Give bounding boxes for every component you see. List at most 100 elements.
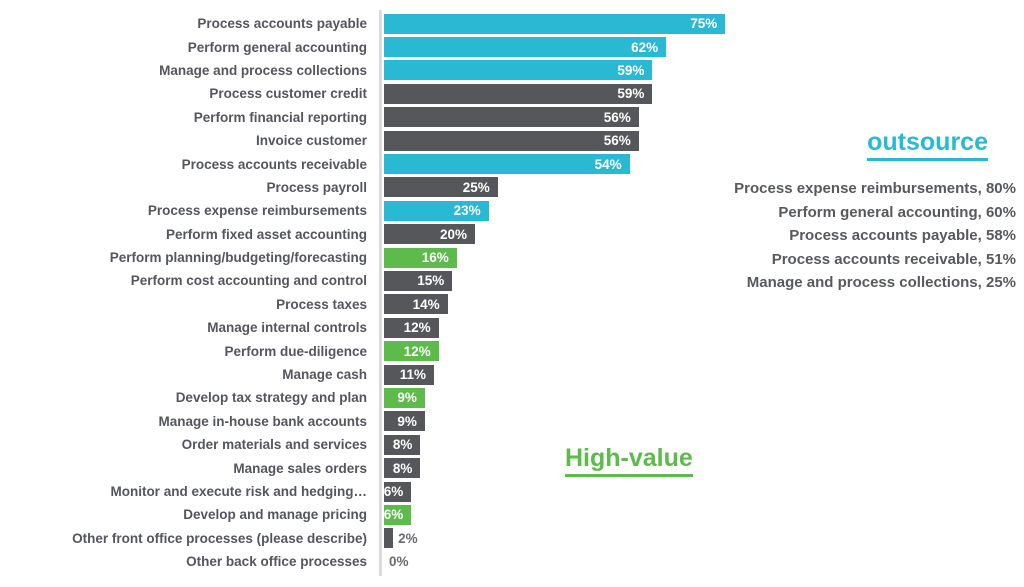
bar-track: 54% (378, 154, 630, 175)
bar: 56% (384, 107, 639, 128)
outsource-heading: outsource (867, 128, 988, 161)
category-label: Process taxes (276, 296, 367, 312)
bar-track: 11% (378, 364, 435, 385)
outsource-list: Process expense reimbursements, 80% Perfo… (734, 177, 1016, 295)
bar-track: 62% (378, 37, 667, 58)
value-label: 12% (403, 320, 431, 336)
bar-track: 14% (378, 294, 448, 315)
category-label: Perform cost accounting and control (130, 273, 367, 289)
bar-track: 16% (378, 247, 457, 268)
category-label: Other front office processes (please des… (72, 530, 367, 546)
bar: 75% (384, 13, 726, 34)
bar-track: 9% (378, 387, 425, 408)
outsource-item: Process accounts receivable, 51% (771, 250, 1016, 268)
value-label: 8% (392, 460, 413, 476)
bar-track: 9% (378, 411, 425, 432)
bar-row: Develop tax strategy and plan 9% (0, 386, 725, 409)
bar: 9% (384, 411, 425, 432)
bar-track: 8% (378, 458, 421, 479)
value-label: 11% (399, 367, 427, 383)
bar-track: 56% (378, 130, 639, 151)
bar (384, 528, 394, 549)
category-label: Process customer credit (209, 86, 367, 102)
category-label: Perform planning/budgeting/forecasting (109, 250, 367, 266)
bar: 23% (384, 200, 489, 221)
bar-row: Manage cash 11% (0, 363, 725, 386)
bar-track: 56% (378, 107, 639, 128)
value-label: 59% (617, 86, 645, 102)
bar-row: Process accounts receivable 54% (0, 152, 725, 175)
bar: 14% (384, 294, 448, 315)
category-label: Develop and manage pricing (183, 507, 367, 523)
bar-row: Order materials and services 8% (0, 433, 725, 456)
value-label: 75% (690, 16, 718, 32)
bar-track: 75% (378, 13, 726, 34)
bar: 56% (384, 130, 639, 151)
value-label: 25% (462, 179, 490, 195)
category-label: Manage internal controls (207, 320, 367, 336)
bar-track: 0% (378, 552, 409, 572)
bar: 59% (384, 60, 653, 81)
category-label: Order materials and services (181, 437, 367, 453)
category-label: Invoice customer (255, 133, 367, 149)
bar-row: Other back office processes 0% (0, 550, 725, 573)
bar-row: Manage and process collections 59% (0, 59, 725, 82)
bar-row: Process payroll 25% (0, 176, 725, 199)
bar-row: Process customer credit 59% (0, 82, 725, 105)
bar-track: 12% (378, 341, 439, 362)
bar-row: Process accounts payable 75% (0, 12, 726, 35)
outsource-item: Manage and process collections, 25% (746, 274, 1016, 291)
bar-row: Other front office processes (please des… (0, 527, 725, 550)
bar-track: 59% (378, 83, 653, 104)
bar: 8% (384, 434, 421, 455)
outsource-panel: outsource Process expense reimbursements… (734, 128, 1016, 295)
category-label: Perform fixed asset accounting (165, 226, 367, 242)
bar-row: Manage in-house bank accounts 9% (0, 410, 725, 433)
bar-track: 6% (378, 504, 412, 525)
bar-row: Perform fixed asset accounting 20% (0, 223, 725, 246)
value-label: 56% (603, 109, 631, 125)
bar-track: 8% (378, 434, 421, 455)
high-value-label: High-value (565, 444, 693, 477)
bar: 9% (384, 387, 425, 408)
value-label: 62% (631, 39, 659, 55)
bar: 11% (384, 364, 435, 385)
bar-track: 20% (378, 224, 475, 245)
outsource-item: Process expense reimbursements, 80% (734, 180, 1016, 197)
value-label: 59% (617, 62, 645, 78)
bar-row: Monitor and execute risk and hedging… 6% (0, 480, 725, 503)
bar: 6% (384, 504, 412, 525)
bar: 62% (384, 37, 667, 58)
value-label: 16% (421, 250, 449, 266)
bar: 12% (384, 341, 439, 362)
bar-track: 59% (378, 60, 653, 81)
bar-row: Perform due-diligence 12% (0, 339, 725, 362)
bar-track: 25% (378, 177, 498, 198)
bar-row: Manage internal controls 12% (0, 316, 725, 339)
bar-rows: Process accounts payable 75% Perform gener… (0, 12, 726, 573)
bar: 54% (384, 154, 630, 175)
bar: 12% (384, 317, 439, 338)
value-label: 15% (417, 273, 445, 289)
bar-row: Process expense reimbursements 23% (0, 199, 725, 222)
bar-track: 15% (378, 270, 453, 291)
bar: 6% (384, 481, 412, 502)
value-label: 2% (398, 530, 418, 546)
bar-track: 12% (378, 317, 439, 338)
value-label: 20% (439, 226, 467, 242)
category-label: Manage sales orders (233, 460, 367, 476)
value-label: 56% (603, 133, 631, 149)
outsource-item: Perform general accounting, 60% (778, 203, 1016, 221)
bar: 16% (384, 247, 457, 268)
bar-row: Manage sales orders 8% (0, 456, 725, 479)
bar-row: Perform cost accounting and control 15% (0, 269, 725, 292)
category-label: Manage cash (282, 367, 367, 383)
category-label: Process accounts payable (197, 16, 367, 32)
value-label: 14% (412, 296, 440, 312)
bar-track: 2% (378, 528, 418, 549)
category-label: Process payroll (266, 179, 367, 195)
bar-row: Perform general accounting 62% (0, 35, 725, 58)
category-label: Perform general accounting (187, 39, 367, 55)
value-label: 8% (392, 437, 413, 453)
